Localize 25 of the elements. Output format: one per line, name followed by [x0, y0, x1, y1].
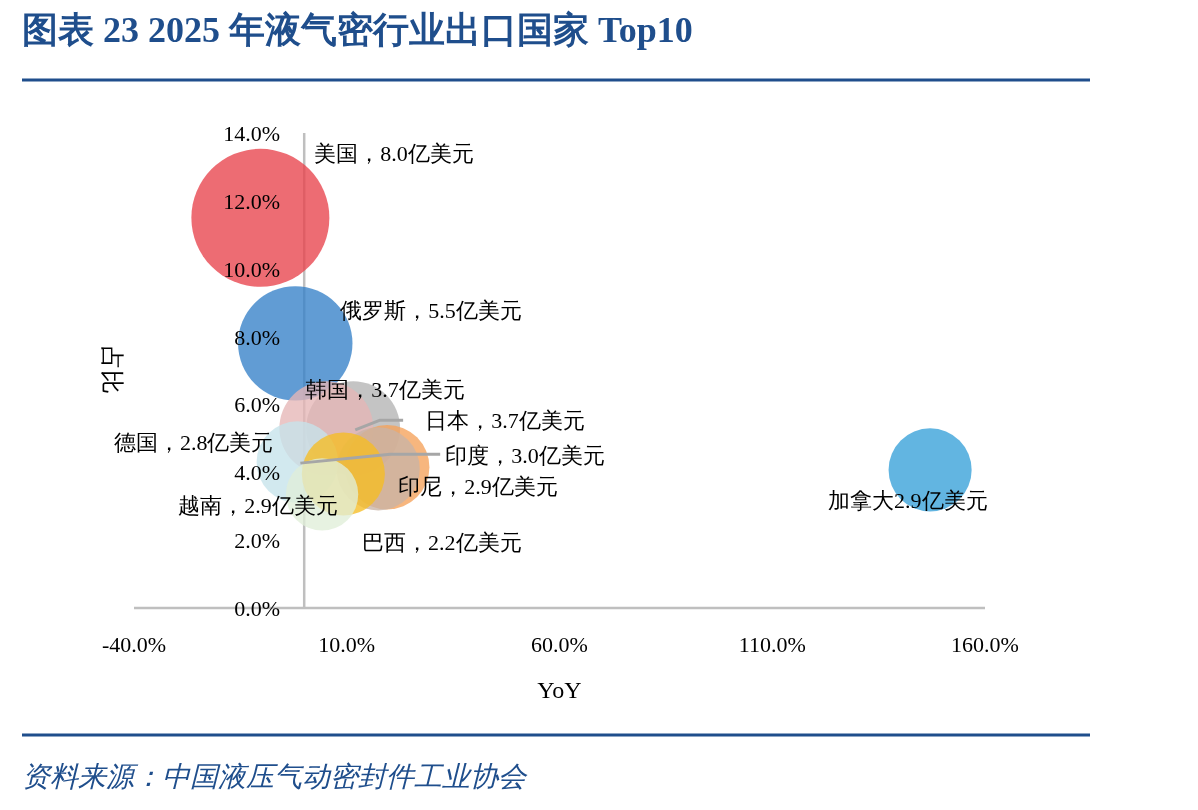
annotation: 德国，2.8亿美元 — [113, 430, 274, 456]
text: 资料来源：中国液压气动密封件工业协会 — [22, 761, 528, 792]
annotation: 印尼，2.9亿美元 — [398, 473, 558, 499]
x-axis-title: YoY — [537, 677, 582, 703]
annotation: 美国，8.0亿美元 — [314, 140, 474, 166]
y-tick-label: 4.0% — [234, 460, 281, 486]
chart-title: 图表 23 2025 年液气密行业出口国家 Top10 — [22, 10, 693, 50]
x-tick-label: 160.0% — [951, 632, 1019, 657]
annotation: 韩国，3.7亿美元 — [305, 377, 465, 403]
x-tick-label: -40.0% — [101, 632, 167, 657]
annotation: 印度，3.0亿美元 — [445, 443, 605, 469]
y-tick-label: 2.0% — [234, 528, 281, 554]
y-tick-label: 10.0% — [223, 256, 281, 282]
y-tick-label: 0.0% — [234, 596, 281, 621]
x-tick-label: 60.0% — [531, 632, 588, 657]
y-axis-title: 占比 — [99, 346, 125, 394]
annotation: 俄罗斯，5.5亿美元 — [340, 298, 522, 324]
annotation: 越南，2.9亿美元 — [178, 492, 338, 518]
annotation: 日本，3.7亿美元 — [425, 408, 585, 434]
y-tick-label: 12.0% — [223, 188, 281, 214]
y-tick-label: 6.0% — [234, 392, 281, 418]
y-tick-label: 14.0% — [223, 121, 281, 146]
annotation: 巴西，2.2亿美元 — [362, 530, 522, 556]
x-tick-label: 110.0% — [738, 632, 806, 657]
x-tick-label: 10.0% — [318, 632, 376, 657]
